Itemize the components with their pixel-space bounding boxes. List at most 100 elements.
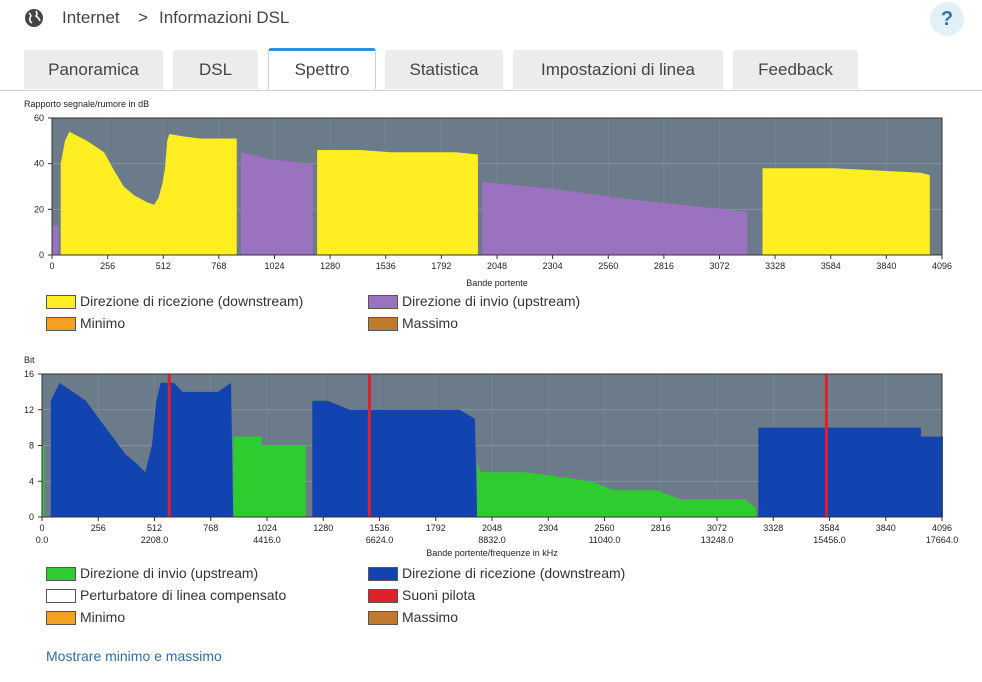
y-tick-label: 0	[29, 512, 34, 522]
x-tick-label: 256	[100, 261, 115, 271]
legend-swatch	[368, 611, 398, 625]
page-title: Informazioni DSL	[159, 8, 290, 27]
tab-statistica[interactable]: Statistica	[385, 50, 503, 89]
x-tick-label-khz: 4416.0	[253, 535, 281, 545]
x-tick-label-khz: 17664.0	[926, 535, 959, 545]
header: Internet > Informazioni DSL ?	[0, 0, 982, 40]
x-tick-label: 1024	[264, 261, 284, 271]
legend-label: Minimo	[80, 315, 126, 331]
legend-swatch	[46, 567, 76, 581]
x-tick-label: 3328	[765, 261, 785, 271]
x-tick-label: 2048	[487, 261, 507, 271]
snr-chart: 0 20 40 60 0 256 512 768 1024 1280 1536 1792 2048 230…	[34, 113, 952, 288]
legend-label: Perturbatore di linea compensato	[80, 587, 287, 603]
series-area	[317, 150, 478, 255]
legend-label: Direzione di ricezione (downstream)	[402, 565, 626, 581]
series-area	[477, 463, 757, 517]
series-area	[241, 152, 313, 255]
x-tick-label: 768	[211, 261, 226, 271]
x-tick-label: 3072	[707, 523, 727, 533]
x-tick-label: 2304	[543, 261, 563, 271]
help-button[interactable]: ?	[930, 2, 964, 36]
series-area	[50, 382, 234, 517]
x-tick-label: 0	[49, 261, 54, 271]
x-tick-label-khz: 0.0	[36, 535, 49, 545]
legend-label: Direzione di ricezione (downstream)	[80, 293, 304, 309]
legend-swatch	[368, 589, 398, 603]
legend-label: Massimo	[402, 315, 459, 331]
legend-swatch	[368, 567, 398, 581]
y-tick-label: 40	[34, 159, 44, 169]
x-tick-label-khz: 8832.0	[478, 535, 506, 545]
legend-label: Suoni pilota	[402, 587, 476, 603]
tab-panoramica[interactable]: Panoramica	[24, 50, 163, 89]
x-tick-label: 1280	[320, 261, 340, 271]
x-tick-label: 512	[156, 261, 171, 271]
show-min-max-link[interactable]: Mostrare minimo e massimo	[46, 648, 222, 664]
x-tick-label: 1024	[257, 523, 277, 533]
tab-dsl[interactable]: DSL	[173, 50, 258, 89]
y-tick-label: 0	[39, 250, 44, 260]
series-area	[52, 225, 59, 255]
x-tick-label: 512	[147, 523, 162, 533]
legend-label: Direzione di invio (upstream)	[402, 293, 581, 309]
x-tick-label: 3072	[709, 261, 729, 271]
x-axis-label: Bande portente	[466, 278, 528, 288]
tab-bar: Panoramica DSL Spettro Statistica Impost…	[0, 48, 982, 91]
series-area	[42, 445, 45, 517]
x-tick-label: 2816	[654, 261, 674, 271]
x-tick-label: 3328	[763, 523, 783, 533]
series-area	[758, 427, 943, 517]
breadcrumb-separator-icon: >	[138, 8, 148, 27]
legend-swatch	[368, 295, 398, 309]
y-tick-label: 8	[29, 441, 34, 451]
x-tick-label-khz: 6624.0	[366, 535, 394, 545]
x-tick-label: 256	[91, 523, 106, 533]
legend-swatch	[46, 611, 76, 625]
tab-spettro[interactable]: Spettro	[268, 48, 376, 90]
x-tick-label: 2816	[651, 523, 671, 533]
x-tick-label: 0	[39, 523, 44, 533]
x-tick-label: 2560	[594, 523, 614, 533]
series-area	[482, 181, 748, 255]
y-tick-label: 12	[24, 405, 34, 415]
legend-label: Minimo	[80, 609, 126, 625]
y-tick-label: 20	[34, 204, 44, 214]
x-tick-label: 1280	[313, 523, 333, 533]
series-area	[312, 400, 478, 517]
x-tick-label: 1536	[376, 261, 396, 271]
x-tick-label: 2048	[482, 523, 502, 533]
x-tick-label: 3840	[876, 523, 896, 533]
legend-label: Massimo	[402, 609, 459, 625]
series-area	[60, 131, 237, 255]
series-area	[233, 436, 306, 517]
x-tick-label: 2560	[598, 261, 618, 271]
x-tick-label-khz: 13248.0	[701, 535, 734, 545]
tab-impostazioni-di-linea[interactable]: Impostazioni di linea	[513, 50, 723, 89]
x-tick-label: 3584	[819, 523, 839, 533]
bits-chart-ylabel: Bit	[24, 355, 35, 365]
x-tick-label: 4096	[932, 523, 952, 533]
breadcrumb-internet[interactable]: Internet	[62, 8, 120, 27]
tab-feedback[interactable]: Feedback	[733, 50, 858, 89]
x-tick-label-khz: 15456.0	[813, 535, 846, 545]
globe-icon	[25, 9, 43, 27]
snr-chart-ylabel: Rapporto segnale/rumore in dB	[24, 99, 150, 109]
series-area	[762, 168, 930, 255]
x-tick-label: 4096	[932, 261, 952, 271]
x-tick-label: 1792	[426, 523, 446, 533]
legend-label: Direzione di invio (upstream)	[80, 565, 259, 581]
x-axis-label: Bande portente/frequenze in kHz	[426, 548, 558, 558]
x-tick-label-khz: 2208.0	[141, 535, 169, 545]
legend-swatch	[368, 317, 398, 331]
legend-swatch	[46, 317, 76, 331]
x-tick-label: 768	[203, 523, 218, 533]
legend-swatch	[46, 589, 76, 603]
x-tick-label: 1536	[369, 523, 389, 533]
x-tick-label: 3840	[876, 261, 896, 271]
y-tick-label: 16	[24, 369, 34, 379]
legend-swatch	[46, 295, 76, 309]
x-tick-label-khz: 11040.0	[589, 535, 621, 545]
y-tick-label: 60	[34, 113, 44, 123]
bits-chart: 0 4 8 12 16 0 256 512 768 1024 1280 1536 1792 2048 230…	[24, 369, 959, 558]
